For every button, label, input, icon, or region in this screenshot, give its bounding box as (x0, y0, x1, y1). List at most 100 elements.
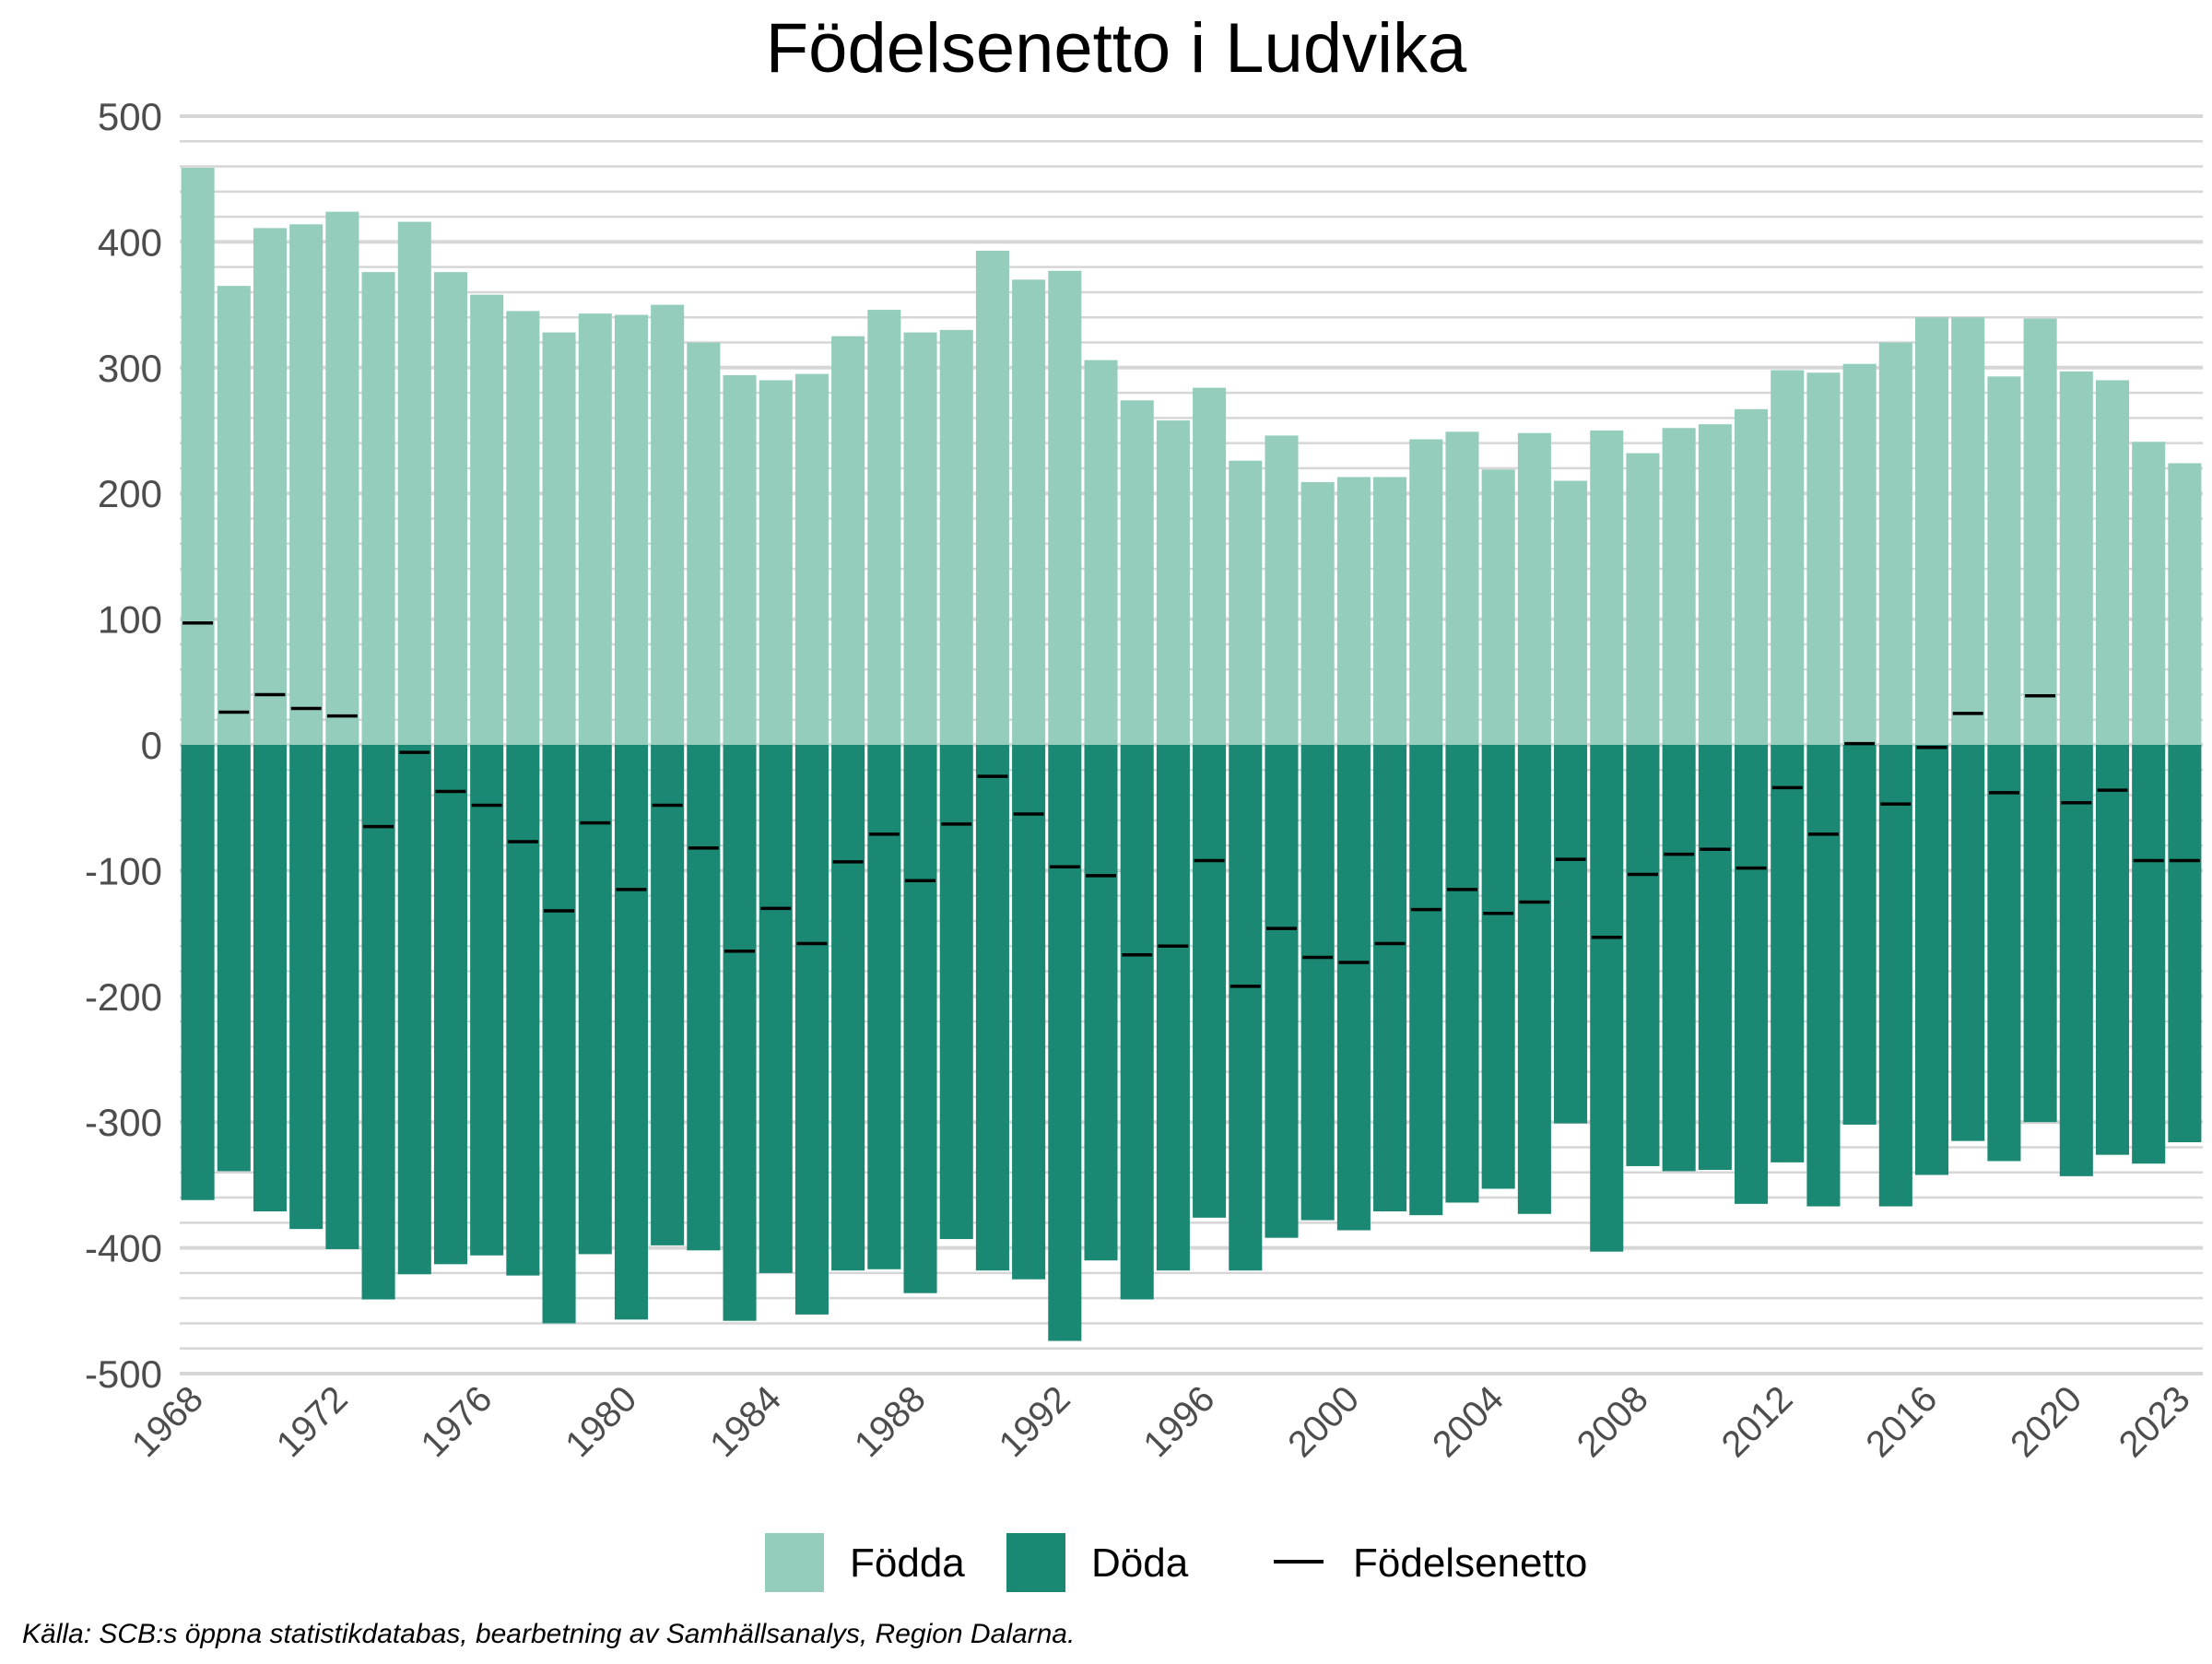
bar-doda-2009 (1662, 745, 1696, 1172)
bar-doda-2014 (1842, 745, 1877, 1125)
bar-fodda-2012 (1771, 370, 1805, 745)
bar-doda-1987 (867, 745, 901, 1269)
bar-doda-1998 (1265, 745, 1299, 1238)
bar-fodda-2000 (1336, 477, 1371, 745)
bar-fodda-2017 (1951, 317, 1985, 745)
bar-fodda-1971 (289, 224, 324, 745)
bar-doda-2021 (2095, 745, 2130, 1155)
bar-doda-2001 (1373, 745, 1407, 1212)
bar-fodda-2007 (1590, 431, 1624, 745)
y-tick-label: 200 (98, 472, 162, 515)
bar-fodda-2018 (1987, 376, 2021, 745)
y-tick-label: 300 (98, 347, 162, 390)
bar-fodda-1990 (975, 250, 1009, 745)
bar-doda-2017 (1951, 745, 1985, 1141)
bar-fodda-2015 (1878, 342, 1912, 745)
legend-label-fodda: Födda (850, 1540, 965, 1586)
bar-doda-1981 (651, 745, 685, 1245)
chart-title: Födelsenetto i Ludvika (766, 9, 1467, 88)
bar-doda-1973 (361, 745, 395, 1300)
bar-fodda-1977 (506, 311, 540, 745)
bar-doda-2023 (2168, 745, 2202, 1143)
bar-doda-2016 (1914, 745, 1949, 1175)
bar-doda-1996 (1193, 745, 1227, 1218)
bar-fodda-2010 (1698, 424, 1732, 745)
bar-fodda-1968 (181, 167, 215, 745)
bar-fodda-1975 (433, 272, 468, 745)
bar-doda-1969 (217, 745, 251, 1172)
y-tick-label: -500 (85, 1352, 162, 1396)
bar-doda-1985 (794, 745, 829, 1315)
bar-fodda-2005 (1517, 432, 1551, 745)
bar-fodda-1993 (1084, 360, 1118, 745)
bar-fodda-1986 (831, 336, 865, 745)
bar-fodda-1991 (1012, 279, 1046, 745)
bar-doda-1994 (1120, 745, 1154, 1300)
bar-doda-1990 (975, 745, 1009, 1271)
bar-doda-1975 (433, 745, 468, 1265)
bar-fodda-2016 (1914, 317, 1949, 745)
legend: Födda Döda Födelsenetto (765, 1533, 1587, 1592)
bar-doda-1971 (289, 745, 324, 1230)
bar-fodda-1998 (1265, 435, 1299, 745)
bar-doda-1993 (1084, 745, 1118, 1261)
bar-fodda-2022 (2132, 442, 2166, 745)
bar-fodda-1982 (687, 342, 721, 745)
bar-fodda-2006 (1554, 480, 1588, 745)
y-tick-label: -300 (85, 1101, 162, 1144)
bar-doda-2008 (1626, 745, 1660, 1166)
bar-doda-1999 (1300, 745, 1335, 1221)
legend-swatch-fodda (765, 1533, 824, 1592)
y-tick-label: -400 (85, 1227, 162, 1270)
bar-doda-1988 (903, 745, 937, 1293)
bar-fodda-1992 (1048, 270, 1082, 746)
bar-doda-1979 (578, 745, 612, 1255)
bar-doda-1970 (253, 745, 288, 1212)
bar-doda-1989 (939, 745, 973, 1240)
legend-swatch-doda (1006, 1533, 1065, 1592)
legend-label-doda: Döda (1091, 1540, 1189, 1586)
y-tick-label: 500 (98, 95, 162, 138)
bar-fodda-1973 (361, 272, 395, 745)
bar-doda-1968 (181, 745, 215, 1200)
dead-bars (181, 745, 2202, 1341)
bar-doda-1992 (1048, 745, 1082, 1341)
bar-doda-2000 (1336, 745, 1371, 1231)
bar-fodda-1999 (1300, 481, 1335, 745)
bar-fodda-1969 (217, 286, 251, 745)
bar-fodda-2004 (1481, 469, 1515, 745)
bar-doda-1980 (614, 745, 648, 1320)
bar-doda-2006 (1554, 745, 1588, 1124)
bar-doda-2011 (1735, 745, 1769, 1204)
bar-fodda-1974 (397, 221, 431, 746)
bar-doda-2020 (2059, 745, 2093, 1176)
bar-doda-2007 (1590, 745, 1624, 1252)
bar-fodda-2011 (1735, 408, 1769, 745)
bar-fodda-1989 (939, 329, 973, 745)
bar-fodda-1995 (1156, 420, 1190, 745)
bar-doda-2022 (2132, 745, 2166, 1164)
bar-fodda-1970 (253, 228, 288, 745)
bar-fodda-1978 (542, 332, 576, 745)
bar-fodda-1976 (470, 294, 504, 745)
bar-fodda-2013 (1806, 372, 1841, 745)
bar-fodda-1984 (759, 380, 793, 745)
bar-doda-2010 (1698, 745, 1732, 1171)
bar-doda-1997 (1229, 745, 1263, 1271)
bar-doda-1986 (831, 745, 865, 1271)
bar-fodda-2003 (1445, 431, 1479, 745)
bar-doda-2005 (1517, 745, 1551, 1214)
y-tick-label: -100 (85, 849, 162, 892)
y-tick-label: 0 (141, 724, 162, 767)
bar-doda-2018 (1987, 745, 2021, 1162)
bar-fodda-2019 (2023, 318, 2057, 745)
bar-fodda-1996 (1193, 387, 1227, 745)
bar-fodda-1979 (578, 313, 612, 745)
y-tick-label: 400 (98, 220, 162, 264)
bar-fodda-2014 (1842, 363, 1877, 745)
bar-doda-1977 (506, 745, 540, 1276)
bar-fodda-2001 (1373, 477, 1407, 745)
bar-doda-1991 (1012, 745, 1046, 1280)
bar-doda-1982 (687, 745, 721, 1251)
